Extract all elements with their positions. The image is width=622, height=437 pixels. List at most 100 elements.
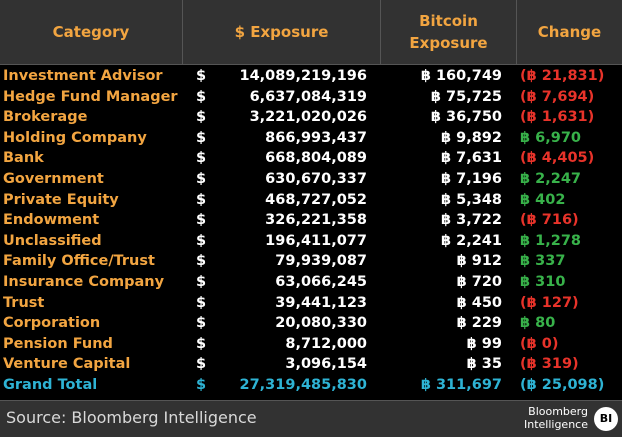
row-category: Insurance Company [3, 273, 165, 290]
table-row: Private Equity $ 468,727,052 ฿ 5,348 ฿ 4… [0, 190, 622, 211]
table-row: Investment Advisor $ 14,089,219,196 ฿ 16… [0, 66, 622, 87]
table-row: Trust $ 39,441,123 ฿ 450 (฿ 127) [0, 293, 622, 314]
row-usd-exposure: 79,939,087 [275, 253, 367, 270]
row-change: ฿ 337 [520, 253, 566, 270]
row-change: (฿ 21,831) [520, 68, 605, 84]
row-btc-exposure: ฿ 912 [456, 253, 502, 270]
row-category: Venture Capital [3, 356, 131, 373]
row-dollar-sign: $ [196, 253, 207, 270]
row-dollar-sign: $ [196, 68, 207, 84]
row-btc-exposure: ฿ 7,631 [440, 150, 502, 167]
bitcoin-exposure-table: Category $ Exposure Bitcoin Exposure Cha… [0, 0, 622, 393]
row-category: Government [3, 170, 104, 187]
bi-logo-icon: BI [594, 407, 618, 431]
row-btc-exposure: ฿ 720 [456, 273, 502, 290]
table-row: Hedge Fund Manager $ 6,637,084,319 ฿ 75,… [0, 87, 622, 108]
header-change: Change [516, 0, 622, 64]
row-usd-exposure: 20,080,330 [275, 315, 367, 332]
row-change: (฿ 7,694) [520, 88, 595, 105]
table-row: Pension Fund $ 8,712,000 ฿ 99 (฿ 0) [0, 334, 622, 355]
grand-total-dollar-sign: $ [196, 376, 207, 393]
row-usd-exposure: 3,096,154 [285, 356, 367, 373]
header-usd-exposure: $ Exposure [182, 0, 380, 64]
header-usd-exposure-label: $ Exposure [234, 23, 329, 41]
row-btc-exposure: ฿ 5,348 [440, 191, 502, 208]
table-row: Insurance Company $ 63,066,245 ฿ 720 ฿ 3… [0, 272, 622, 293]
row-dollar-sign: $ [196, 170, 207, 187]
row-dollar-sign: $ [196, 315, 207, 332]
row-category: Hedge Fund Manager [3, 88, 178, 105]
brand-line1: Bloomberg [528, 405, 588, 418]
row-usd-exposure: 3,221,020,026 [249, 109, 367, 126]
row-usd-exposure: 63,066,245 [275, 273, 367, 290]
row-dollar-sign: $ [196, 232, 207, 249]
row-change: (฿ 127) [520, 294, 579, 311]
row-change: ฿ 402 [520, 191, 566, 208]
row-change: ฿ 2,247 [520, 170, 582, 187]
row-change: ฿ 310 [520, 273, 566, 290]
row-btc-exposure: ฿ 450 [456, 294, 502, 311]
row-usd-exposure: 8,712,000 [285, 335, 367, 352]
row-category: Private Equity [3, 191, 119, 208]
row-category: Corporation [3, 315, 101, 332]
table-row: Unclassified $ 196,411,077 ฿ 2,241 ฿ 1,2… [0, 231, 622, 252]
row-usd-exposure: 326,221,358 [265, 212, 367, 229]
row-usd-exposure: 668,804,089 [265, 150, 367, 167]
row-dollar-sign: $ [196, 273, 207, 290]
table-row: Corporation $ 20,080,330 ฿ 229 ฿ 80 [0, 313, 622, 334]
table-row: Holding Company $ 866,993,437 ฿ 9,892 ฿ … [0, 128, 622, 149]
grand-total-btc-exposure: ฿ 311,697 [420, 376, 502, 393]
row-btc-exposure: ฿ 35 [466, 356, 502, 373]
row-category: Bank [3, 150, 44, 167]
grand-total-label: Grand Total [3, 376, 98, 393]
row-category: Family Office/Trust [3, 253, 155, 270]
table-row: Government $ 630,670,337 ฿ 7,196 ฿ 2,247 [0, 169, 622, 190]
row-change: ฿ 80 [520, 315, 556, 332]
row-change: ฿ 6,970 [520, 129, 582, 146]
row-category: Holding Company [3, 129, 147, 146]
row-btc-exposure: ฿ 3,722 [440, 212, 502, 229]
header-btc-exposure: Bitcoin Exposure [380, 0, 516, 64]
row-category: Brokerage [3, 109, 88, 126]
header-category-label: Category [52, 23, 130, 41]
brand-wordmark: Bloomberg Intelligence [508, 405, 588, 431]
row-change: (฿ 319) [520, 356, 579, 373]
header-change-label: Change [537, 23, 602, 41]
table-row: Endowment $ 326,221,358 ฿ 3,722 (฿ 716) [0, 210, 622, 231]
row-btc-exposure: ฿ 160,749 [420, 68, 502, 84]
row-dollar-sign: $ [196, 150, 207, 167]
table-header: Category $ Exposure Bitcoin Exposure Cha… [0, 0, 622, 65]
row-dollar-sign: $ [196, 88, 207, 105]
row-usd-exposure: 14,089,219,196 [239, 68, 367, 84]
row-category: Endowment [3, 212, 100, 229]
row-btc-exposure: ฿ 9,892 [440, 129, 502, 146]
table-row: Family Office/Trust $ 79,939,087 ฿ 912 ฿… [0, 251, 622, 272]
row-dollar-sign: $ [196, 129, 207, 146]
row-dollar-sign: $ [196, 356, 207, 373]
table-body: Investment Advisor $ 14,089,219,196 ฿ 16… [0, 66, 622, 396]
row-dollar-sign: $ [196, 335, 207, 352]
grand-total-usd-exposure: 27,319,485,830 [239, 376, 367, 393]
row-dollar-sign: $ [196, 191, 207, 208]
row-category: Trust [3, 294, 45, 311]
row-btc-exposure: ฿ 36,750 [430, 109, 502, 126]
header-category: Category [0, 0, 182, 64]
row-btc-exposure: ฿ 229 [456, 315, 502, 332]
source-note: Source: Bloomberg Intelligence [6, 408, 257, 427]
row-usd-exposure: 6,637,084,319 [249, 88, 367, 105]
row-change: (฿ 1,631) [520, 109, 595, 126]
row-category: Unclassified [3, 232, 102, 249]
row-change: (฿ 716) [520, 212, 579, 229]
row-dollar-sign: $ [196, 212, 207, 229]
brand-line2: Intelligence [523, 418, 588, 431]
grand-total-row: Grand Total $ 27,319,485,830 ฿ 311,697 (… [0, 375, 622, 396]
row-btc-exposure: ฿ 75,725 [430, 88, 502, 105]
row-category: Pension Fund [3, 335, 113, 352]
row-change: (฿ 0) [520, 335, 559, 352]
row-usd-exposure: 39,441,123 [275, 294, 367, 311]
row-usd-exposure: 468,727,052 [265, 191, 367, 208]
row-usd-exposure: 630,670,337 [265, 170, 367, 187]
table-row: Bank $ 668,804,089 ฿ 7,631 (฿ 4,405) [0, 148, 622, 169]
row-usd-exposure: 866,993,437 [265, 129, 367, 146]
row-dollar-sign: $ [196, 109, 207, 126]
